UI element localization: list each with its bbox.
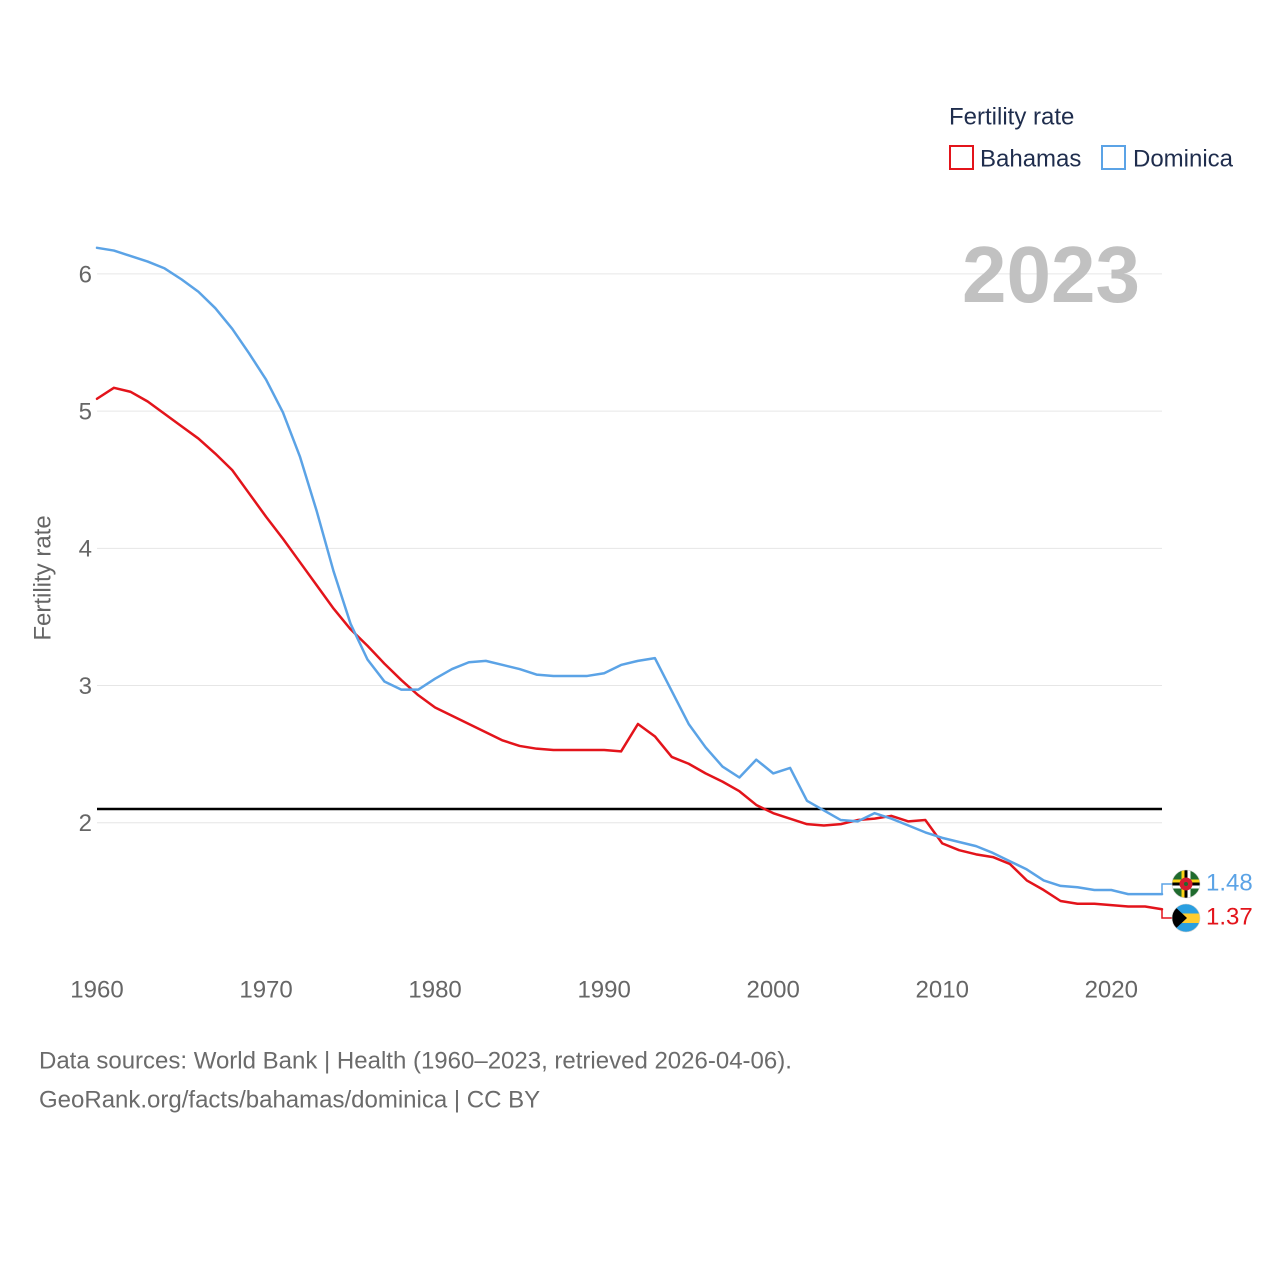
y-axis-ticks: 2 3 4 5 6 [79, 261, 92, 837]
end-connectors [1161, 883, 1172, 919]
end-connector-bahamas [1161, 909, 1172, 919]
end-connector-dominica [1161, 883, 1172, 895]
footer-source-url: GeoRank.org/facts/bahamas/dominica | CC … [39, 1086, 540, 1113]
x-tick-label: 1990 [577, 976, 630, 1003]
y-tick-label: 4 [79, 536, 92, 563]
year-watermark: 2023 [962, 230, 1140, 319]
y-tick-label: 6 [79, 261, 92, 288]
end-label-bahamas: 1.37 [1206, 903, 1253, 930]
legend-item-bahamas: Bahamas [949, 145, 1081, 172]
footer-data-sources: Data sources: World Bank | Health (1960–… [39, 1047, 792, 1074]
legend-swatch-dominica [1101, 145, 1126, 170]
dominica-flag-icon [1171, 869, 1201, 899]
y-axis-title: Fertility rate [29, 515, 56, 640]
x-tick-label: 2010 [916, 976, 969, 1003]
x-axis-ticks: 1960 1970 1980 1990 2000 2010 2020 [70, 976, 1138, 1003]
x-tick-label: 2000 [746, 976, 799, 1003]
series-line-dominica [95, 246, 1164, 896]
y-tick-label: 3 [79, 673, 92, 700]
gridlines [97, 273, 1162, 824]
series-group [95, 246, 1164, 911]
bahamas-flag-icon [1171, 903, 1201, 933]
end-label-dominica: 1.48 [1206, 869, 1253, 896]
x-tick-label: 1970 [239, 976, 292, 1003]
legend-label-dominica: Dominica [1133, 145, 1234, 172]
y-tick-label: 5 [79, 399, 92, 426]
y-tick-label: 2 [79, 810, 92, 837]
legend-swatch-bahamas [949, 145, 974, 170]
x-tick-label: 2020 [1085, 976, 1138, 1003]
x-tick-label: 1980 [408, 976, 461, 1003]
legend: Fertility rate Bahamas Dominica [949, 103, 1234, 172]
legend-item-dominica: Dominica [1101, 145, 1234, 172]
legend-label-bahamas: Bahamas [980, 145, 1081, 172]
x-tick-label: 1960 [70, 976, 123, 1003]
series-line-bahamas [95, 386, 1164, 911]
legend-title: Fertility rate [949, 103, 1074, 130]
